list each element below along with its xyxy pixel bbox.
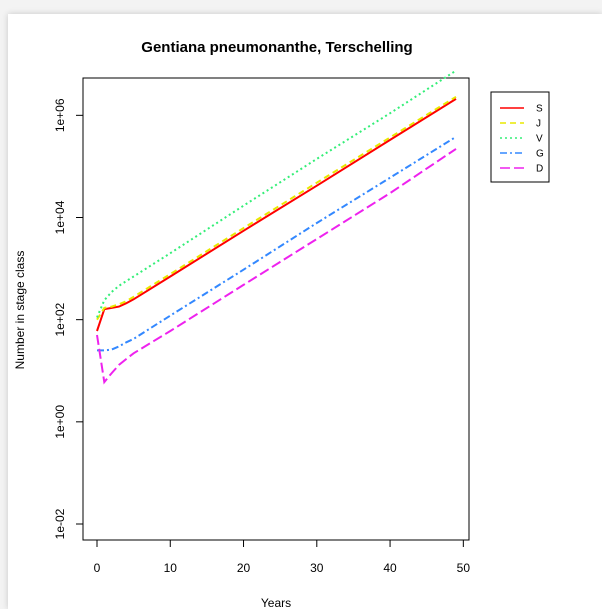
legend-label-v: V bbox=[536, 134, 543, 145]
y-axis-label: Number in stage class bbox=[13, 251, 27, 370]
chart-title: Gentiana pneumonanthe, Terschelling bbox=[141, 39, 412, 56]
chart-panel bbox=[8, 14, 602, 609]
series-line-d bbox=[96, 148, 457, 385]
x-axis: 0 10 20 30 40 50 bbox=[94, 540, 471, 575]
y-axis: 1e-02 1e+00 1e+02 1e+04 1e+06 bbox=[53, 98, 83, 539]
x-tick-label: 40 bbox=[383, 561, 397, 575]
series-line-v bbox=[96, 69, 457, 318]
legend-label-s: S bbox=[536, 104, 543, 115]
plot-frame bbox=[82, 77, 470, 541]
legend-label-g: G bbox=[536, 149, 544, 160]
x-tick-label: 20 bbox=[237, 561, 251, 575]
y-tick-label: 1e+04 bbox=[53, 200, 67, 234]
x-tick-label: 50 bbox=[457, 561, 471, 575]
legend-label-d: D bbox=[536, 164, 543, 175]
y-tick-label: 1e-02 bbox=[53, 508, 67, 539]
series-lines bbox=[96, 69, 457, 385]
legend-label-j: J bbox=[536, 119, 541, 130]
series-line-s bbox=[96, 98, 457, 332]
x-tick-label: 10 bbox=[164, 561, 178, 575]
x-tick-label: 30 bbox=[310, 561, 324, 575]
x-tick-label: 0 bbox=[94, 561, 101, 575]
x-axis-label: Years bbox=[261, 596, 291, 609]
y-tick-label: 1e+02 bbox=[53, 302, 67, 336]
y-tick-label: 1e+06 bbox=[53, 98, 67, 132]
series-line-j bbox=[96, 95, 457, 321]
series-line-g bbox=[97, 135, 457, 352]
legend-box bbox=[490, 91, 550, 183]
y-tick-label: 1e+00 bbox=[53, 405, 67, 439]
